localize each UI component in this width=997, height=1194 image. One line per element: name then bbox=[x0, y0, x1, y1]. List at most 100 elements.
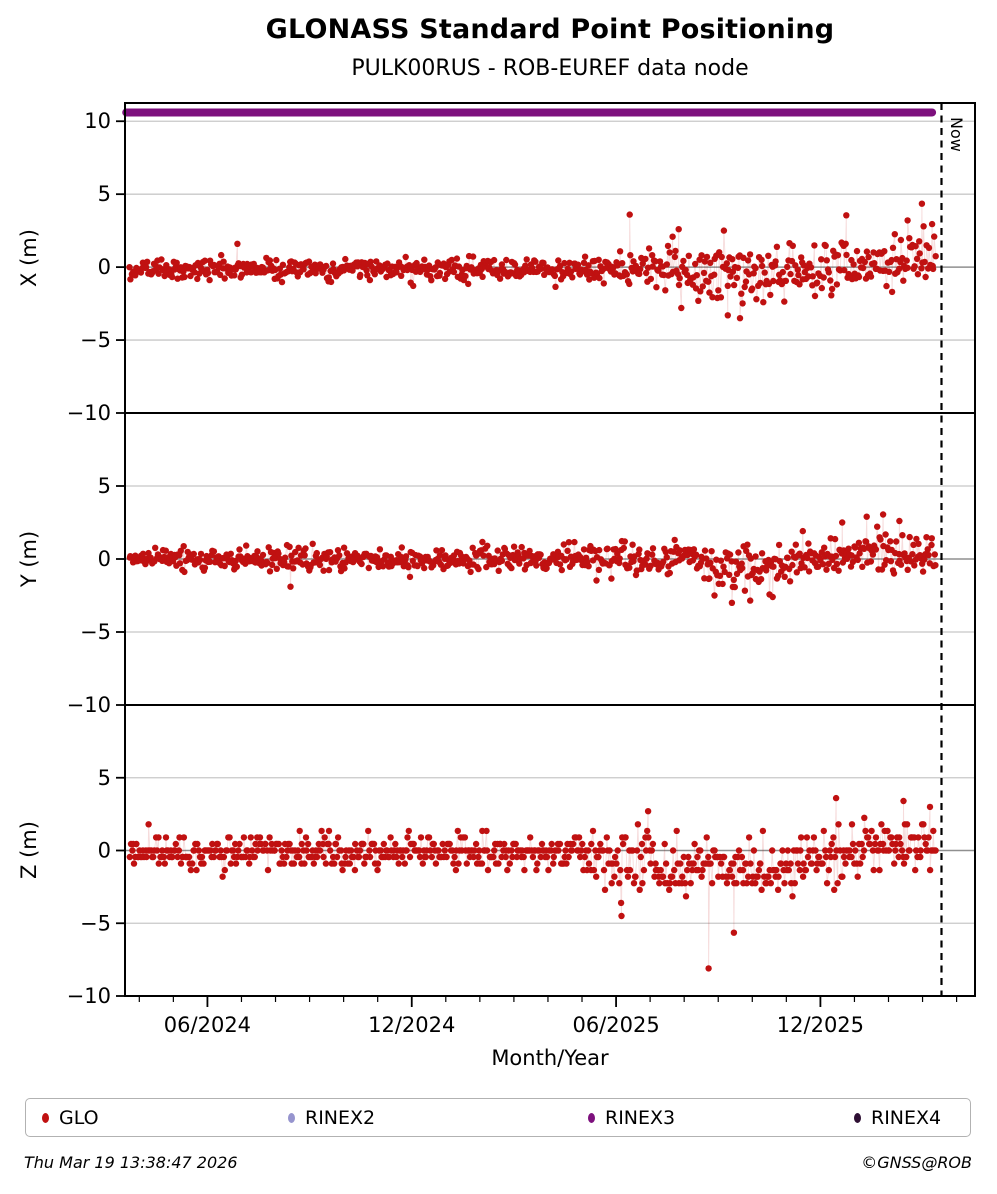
glo-point bbox=[503, 256, 510, 264]
glo-point bbox=[699, 866, 706, 874]
glo-point bbox=[914, 271, 922, 278]
glo-point bbox=[526, 547, 533, 555]
glo-point bbox=[142, 264, 150, 271]
glo-point bbox=[863, 513, 870, 520]
glo-point bbox=[932, 253, 939, 260]
glo-point bbox=[483, 563, 490, 571]
glo-point bbox=[757, 576, 765, 583]
glo-point bbox=[707, 860, 714, 867]
glo-point bbox=[735, 847, 743, 854]
glo-point bbox=[292, 548, 299, 556]
glo-point bbox=[223, 847, 231, 854]
glo-point bbox=[346, 860, 353, 867]
glo-point bbox=[700, 269, 708, 277]
glo-point bbox=[453, 255, 461, 262]
legend-label-rinex3: RINEX3 bbox=[605, 1106, 676, 1129]
glo-point bbox=[796, 866, 803, 874]
glo-point bbox=[313, 549, 320, 557]
glo-point bbox=[595, 853, 602, 861]
glo-point bbox=[915, 834, 922, 841]
glo-point bbox=[427, 847, 434, 854]
glo-point bbox=[443, 853, 450, 861]
glo-point bbox=[706, 575, 713, 582]
glo-point bbox=[921, 258, 928, 266]
glo-point bbox=[846, 847, 853, 854]
glo-point bbox=[236, 546, 243, 553]
legend-label-rinex2: RINEX2 bbox=[305, 1106, 376, 1129]
glo-point bbox=[879, 511, 887, 518]
glo-point bbox=[127, 276, 134, 283]
glo-point bbox=[232, 860, 240, 867]
glo-point bbox=[856, 550, 863, 557]
glo-point bbox=[678, 304, 685, 312]
glo-point bbox=[266, 834, 273, 841]
glo-point bbox=[636, 270, 643, 278]
glo-point bbox=[194, 275, 201, 283]
glo-point bbox=[747, 597, 754, 604]
glo-point bbox=[367, 258, 374, 265]
glo-point bbox=[859, 264, 867, 272]
glo-point bbox=[265, 544, 272, 551]
glo-point bbox=[805, 568, 813, 575]
glo-point bbox=[366, 853, 374, 861]
glo-point bbox=[240, 834, 248, 841]
glo-point bbox=[706, 289, 713, 296]
glo-point bbox=[723, 880, 731, 887]
glo-point bbox=[663, 261, 671, 268]
glo-point bbox=[645, 834, 652, 841]
glo-point bbox=[560, 541, 567, 548]
glo-point bbox=[690, 546, 698, 553]
glo-point bbox=[264, 866, 272, 874]
glo-point bbox=[715, 287, 722, 294]
glo-point bbox=[358, 560, 365, 568]
glo-point bbox=[511, 261, 519, 268]
glo-point bbox=[793, 569, 800, 576]
glo-point bbox=[765, 873, 772, 880]
glo-point bbox=[172, 840, 179, 848]
glo-point bbox=[548, 840, 555, 848]
glo-point bbox=[280, 860, 288, 867]
glo-point bbox=[529, 853, 537, 861]
glo-point bbox=[882, 531, 889, 538]
glo-point bbox=[743, 880, 750, 887]
glo-point bbox=[730, 281, 738, 289]
glo-point bbox=[379, 563, 387, 570]
glo-point bbox=[227, 860, 234, 867]
glo-point bbox=[781, 298, 788, 305]
glo-point bbox=[741, 587, 749, 594]
y-tick-label: 0 bbox=[98, 255, 111, 279]
glo-point bbox=[772, 258, 779, 265]
glo-point bbox=[884, 827, 891, 835]
glo-point bbox=[161, 860, 168, 867]
glo-point bbox=[703, 555, 710, 562]
glo-point bbox=[348, 847, 355, 854]
glo-point bbox=[404, 834, 411, 841]
glo-point bbox=[139, 550, 147, 557]
glo-point bbox=[728, 873, 736, 880]
glo-point bbox=[823, 880, 831, 887]
glo-point bbox=[694, 853, 701, 861]
glo-point bbox=[545, 866, 552, 874]
glo-point bbox=[302, 834, 310, 841]
glo-point bbox=[831, 535, 839, 543]
glo-point bbox=[860, 847, 868, 854]
glo-point bbox=[356, 847, 364, 854]
glo-point bbox=[496, 275, 504, 282]
glo-point bbox=[814, 279, 821, 286]
glo-point bbox=[888, 834, 895, 841]
glo-point bbox=[204, 269, 212, 277]
glo-point bbox=[876, 866, 883, 874]
glo-point bbox=[316, 847, 324, 854]
glo-point bbox=[699, 283, 706, 290]
glo-point bbox=[296, 827, 303, 835]
glo-point bbox=[896, 265, 903, 272]
glo-point bbox=[717, 557, 725, 564]
glo-point bbox=[660, 558, 667, 565]
glo-point bbox=[398, 272, 405, 279]
glo-point bbox=[339, 866, 346, 874]
glo-point bbox=[801, 564, 808, 571]
glo-point bbox=[501, 840, 508, 848]
glo-point bbox=[249, 847, 256, 854]
glo-point bbox=[575, 834, 583, 841]
glo-point bbox=[596, 546, 603, 554]
